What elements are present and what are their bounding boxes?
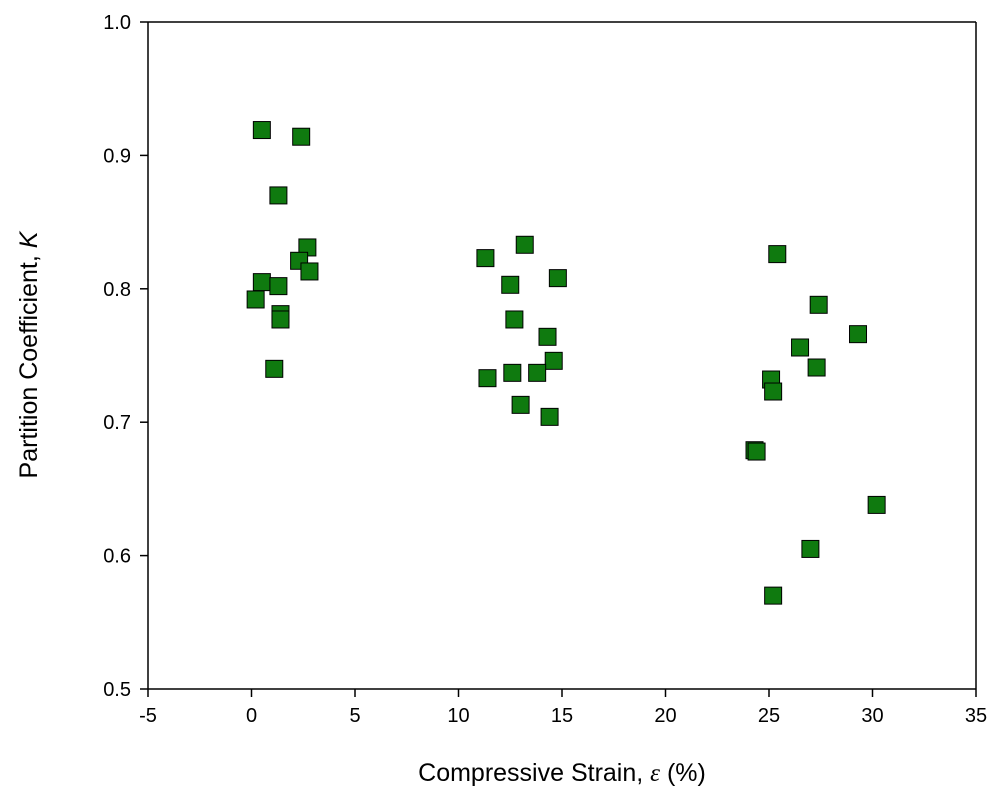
x-axis-title-symbol: ε <box>650 760 660 787</box>
y-tick-label: 0.7 <box>103 412 131 434</box>
y-axis-title-text: Partition Coefficient, <box>15 248 43 478</box>
y-axis-title-symbol: K <box>15 230 43 248</box>
data-point <box>807 358 826 377</box>
data-point <box>867 495 886 514</box>
data-point <box>544 351 563 370</box>
data-point <box>503 363 522 382</box>
data-point <box>764 586 783 605</box>
x-tick-label: 15 <box>551 705 573 727</box>
x-tick-label: 5 <box>349 705 360 727</box>
data-point <box>269 186 288 205</box>
x-axis-title-unit: (%) <box>660 759 706 787</box>
x-tick-label: -5 <box>139 705 157 727</box>
x-tick-label: 30 <box>861 705 883 727</box>
data-point <box>540 407 559 426</box>
data-point <box>747 442 766 461</box>
x-axis-title: Compressive Strain, ε (%) <box>418 759 706 787</box>
x-axis-title-text: Compressive Strain, <box>418 759 650 787</box>
x-tick-label: 10 <box>447 705 469 727</box>
y-ticks: 0.5 0.6 0.7 0.8 0.9 1.0 <box>103 12 148 701</box>
data-point <box>252 121 271 140</box>
data-point <box>548 269 567 288</box>
y-tick-label: 0.6 <box>103 546 131 568</box>
data-point <box>809 295 828 314</box>
data-point <box>515 235 534 254</box>
data-point <box>505 310 524 329</box>
data-point <box>801 539 820 558</box>
data-points <box>246 121 886 605</box>
y-tick-label: 0.9 <box>103 145 131 167</box>
y-axis-title: Partition Coefficient, K <box>15 230 43 478</box>
x-tick-label: 20 <box>654 705 676 727</box>
data-point <box>292 127 311 146</box>
data-point <box>269 277 288 296</box>
data-point <box>252 273 271 292</box>
data-point <box>791 338 810 357</box>
data-point <box>849 325 868 344</box>
data-point <box>538 327 557 346</box>
data-point <box>511 395 530 414</box>
data-point <box>768 245 787 264</box>
data-point <box>246 290 265 309</box>
x-tick-label: 25 <box>758 705 780 727</box>
y-tick-label: 0.8 <box>103 279 131 301</box>
data-point <box>300 262 319 281</box>
plot-area <box>147 21 977 690</box>
data-point <box>528 363 547 382</box>
data-point <box>501 275 520 294</box>
data-point <box>476 249 495 268</box>
data-point <box>271 310 290 329</box>
y-tick-label: 1.0 <box>103 12 131 34</box>
y-tick-label: 0.5 <box>103 679 131 701</box>
data-point <box>265 359 284 378</box>
x-tick-label: 35 <box>965 705 987 727</box>
data-point <box>478 369 497 388</box>
x-tick-label: 0 <box>246 705 257 727</box>
x-ticks: -5 0 5 10 15 20 25 30 35 <box>139 689 987 727</box>
data-point <box>764 382 783 401</box>
